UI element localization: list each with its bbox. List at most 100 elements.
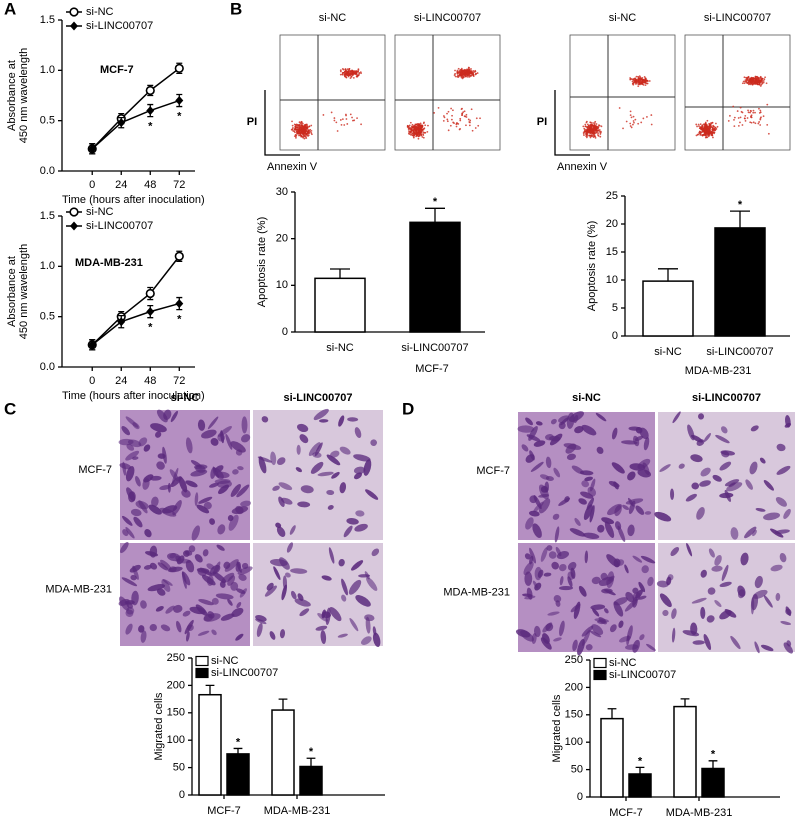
legend-marker bbox=[69, 207, 79, 217]
series-line bbox=[91, 67, 180, 150]
flow-dot bbox=[456, 121, 458, 124]
flow-dot bbox=[294, 133, 297, 136]
flow-dot bbox=[412, 126, 414, 128]
cell bbox=[624, 599, 638, 612]
legend-marker bbox=[70, 221, 78, 231]
y-tick-label: 50 bbox=[571, 764, 583, 776]
cell bbox=[628, 426, 641, 431]
flow-dot bbox=[630, 116, 633, 119]
flow-dot bbox=[416, 130, 418, 133]
flow-dot bbox=[705, 133, 708, 136]
flow-dot bbox=[422, 133, 425, 135]
significance: * bbox=[711, 749, 716, 761]
cell bbox=[227, 598, 233, 606]
cell bbox=[326, 454, 341, 466]
cell bbox=[659, 593, 672, 608]
micrograph-row-label: MDA-MB-231 bbox=[443, 586, 510, 598]
flow-dot bbox=[629, 122, 632, 125]
flow-dot bbox=[764, 76, 767, 79]
flow-dot bbox=[322, 114, 325, 116]
flow-dot bbox=[758, 121, 761, 123]
cell bbox=[597, 524, 605, 533]
flow-dot bbox=[475, 72, 477, 75]
cell bbox=[553, 595, 562, 603]
cell bbox=[706, 615, 715, 623]
cell bbox=[542, 633, 550, 644]
flow-dot bbox=[291, 124, 294, 127]
cell bbox=[635, 589, 643, 599]
cell bbox=[161, 579, 171, 592]
micrograph-row-label: MDA-MB-231 bbox=[45, 583, 112, 595]
cell bbox=[583, 504, 593, 521]
cell bbox=[584, 550, 589, 564]
cell bbox=[711, 565, 723, 572]
cell bbox=[198, 496, 213, 504]
flow-dot bbox=[634, 82, 637, 85]
cell bbox=[236, 601, 242, 609]
flow-dot bbox=[594, 129, 596, 132]
flow-dot bbox=[703, 124, 706, 127]
cell bbox=[202, 549, 209, 557]
flow-dot bbox=[443, 116, 446, 119]
cell bbox=[170, 476, 182, 487]
cell bbox=[558, 585, 574, 591]
flow-dot bbox=[437, 106, 440, 109]
cell bbox=[691, 597, 707, 604]
flow-dot bbox=[454, 75, 457, 78]
flow-dot bbox=[704, 128, 707, 131]
cell bbox=[339, 446, 351, 455]
flow-dot bbox=[339, 69, 342, 72]
cell bbox=[211, 597, 219, 605]
flow-dot bbox=[701, 125, 704, 128]
cell bbox=[221, 572, 235, 584]
flow-dot bbox=[417, 127, 419, 130]
x-tick-label: 24 bbox=[115, 179, 127, 191]
cell bbox=[190, 469, 208, 477]
cell bbox=[703, 432, 711, 442]
legend-swatch bbox=[593, 657, 607, 669]
cell bbox=[656, 580, 669, 588]
significance: * bbox=[236, 736, 241, 748]
cell bbox=[624, 564, 629, 574]
cell bbox=[678, 463, 685, 469]
cell bbox=[627, 524, 635, 537]
flow-dot bbox=[704, 132, 706, 135]
flow-dot bbox=[727, 120, 730, 122]
flow-column-label: si-NC bbox=[319, 12, 347, 24]
cell bbox=[628, 500, 636, 515]
cell bbox=[351, 560, 364, 571]
flow-dot bbox=[706, 124, 708, 126]
cell bbox=[185, 550, 193, 556]
flow-dot bbox=[752, 109, 755, 112]
cell bbox=[580, 491, 594, 499]
flow-dot bbox=[426, 130, 429, 133]
cell bbox=[346, 518, 359, 525]
flow-dot bbox=[744, 120, 747, 122]
point bbox=[174, 251, 184, 261]
y-tick-label: 5 bbox=[612, 302, 618, 314]
flow-dot bbox=[451, 114, 453, 117]
cell bbox=[584, 476, 593, 482]
flow-dot bbox=[633, 81, 635, 84]
flow-dot bbox=[640, 121, 643, 124]
cell bbox=[210, 437, 219, 446]
cell bbox=[148, 504, 162, 515]
cell bbox=[700, 467, 711, 477]
y-tick-label: 15 bbox=[606, 246, 618, 258]
cell bbox=[719, 461, 732, 471]
flow-dot bbox=[458, 73, 461, 76]
flow-dot bbox=[704, 123, 706, 125]
cell bbox=[671, 627, 676, 643]
cell bbox=[755, 507, 766, 512]
cell bbox=[120, 542, 129, 554]
bar bbox=[271, 709, 295, 796]
error-bar bbox=[233, 747, 243, 754]
significance: * bbox=[309, 746, 314, 758]
flow-dot bbox=[591, 129, 594, 131]
flow-dot bbox=[455, 125, 458, 128]
flow-dot bbox=[745, 80, 748, 83]
flow-dot bbox=[416, 133, 418, 136]
flow-dot bbox=[356, 117, 358, 120]
cell bbox=[776, 465, 791, 475]
cell bbox=[241, 434, 251, 443]
